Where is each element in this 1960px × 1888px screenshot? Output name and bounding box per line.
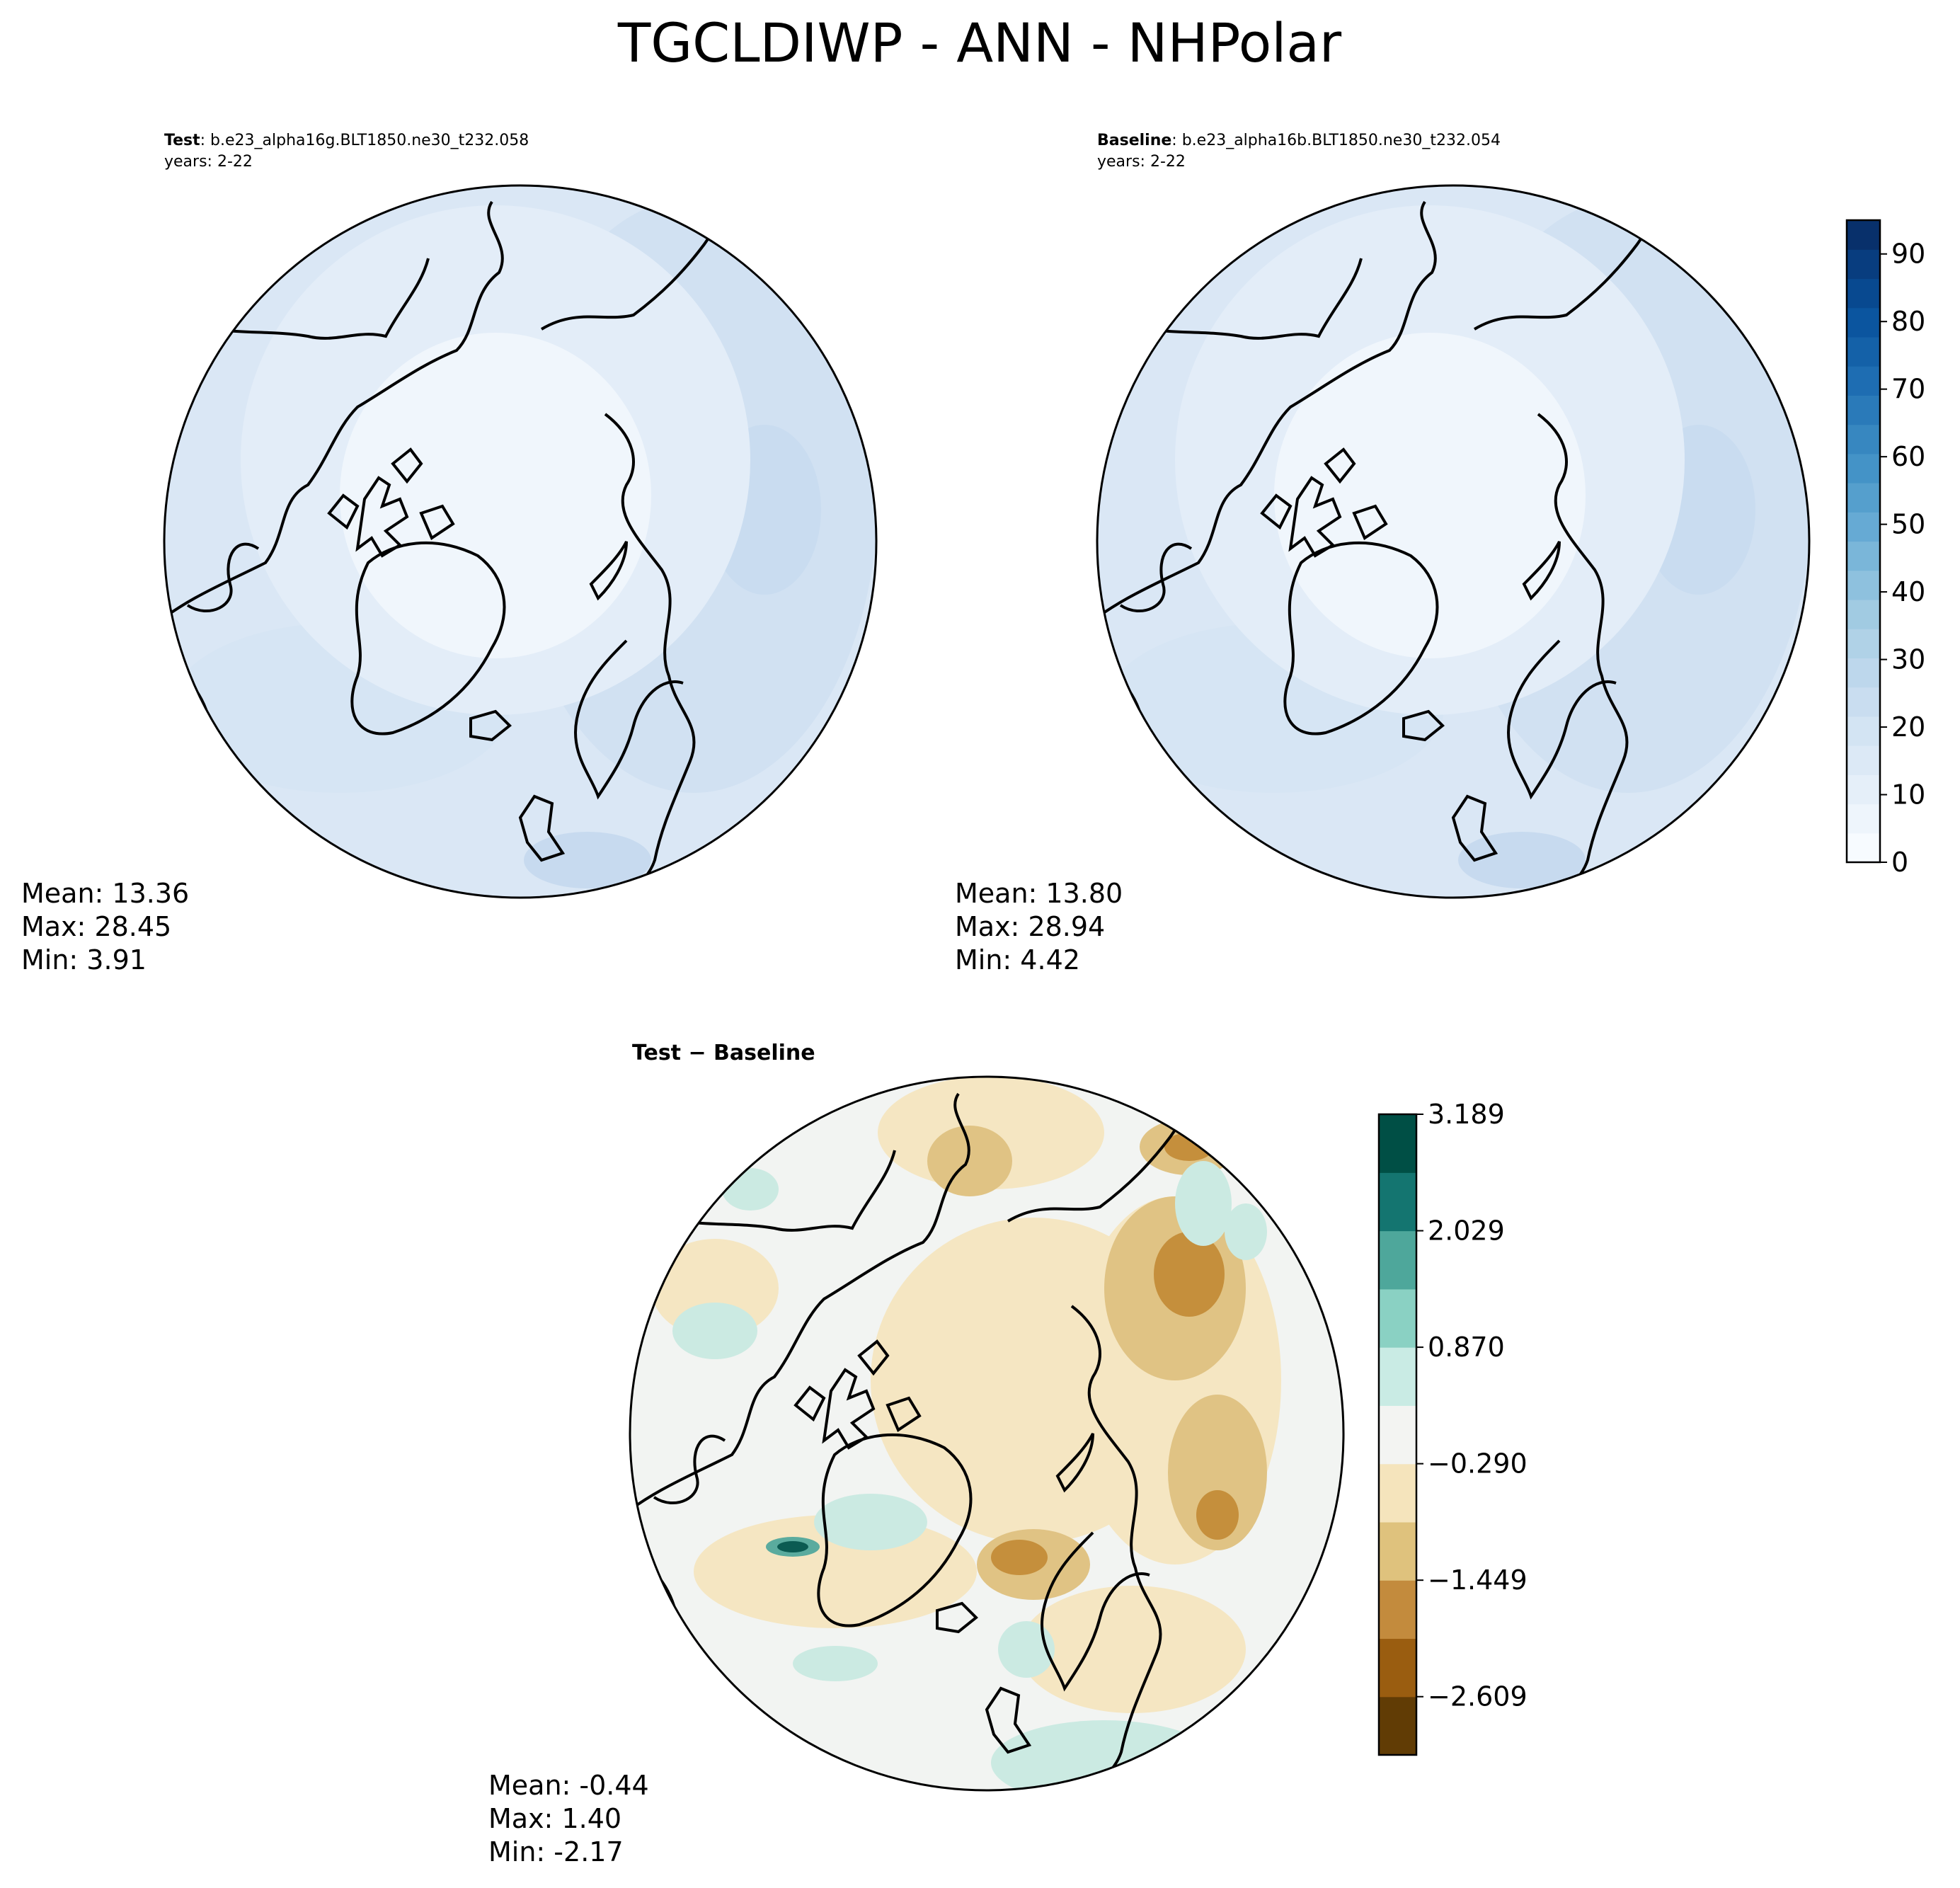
colorbar-field-swatch: [1847, 366, 1880, 396]
map-test-boundary: [163, 184, 878, 899]
colorbar-field-swatch: [1847, 336, 1880, 367]
panel-difference-max: Max: 1.40: [488, 1803, 621, 1834]
colorbar-field-tick-label: 90: [1891, 239, 1925, 270]
colorbar-diff-swatch: [1379, 1580, 1416, 1640]
panel-baseline-mean: Mean: 13.80: [955, 878, 1123, 909]
colorbar-diff-swatch: [1379, 1521, 1416, 1581]
colorbar-diff-tick-label: 2.029: [1428, 1215, 1505, 1247]
figure-title: TGCLDIWP - ANN - NHPolar: [617, 11, 1342, 74]
panel-baseline-min: Min: 4.42: [955, 944, 1080, 976]
colorbar-diff-ticks: 3.189 2.029 0.870 −0.290 −1.449 −2.609: [1416, 1099, 1528, 1712]
colorbar-field-swatch: [1847, 453, 1880, 484]
colorbar-field-swatch: [1847, 833, 1880, 863]
colorbar-field-swatch: [1847, 599, 1880, 629]
colorbar-field-swatch: [1847, 278, 1880, 309]
colorbar-field-swatch: [1847, 220, 1880, 250]
panel-test-max: Max: 28.45: [21, 911, 171, 942]
colorbar-diff: 3.189 2.029 0.870 −0.290 −1.449 −2.609: [1377, 1099, 1528, 1756]
colorbar-field-tick-label: 50: [1891, 509, 1925, 540]
panel-test: Test: b.e23_alpha16g.BLT1850.ne30_t232.0…: [21, 132, 878, 976]
colorbar-field-tick-label: 80: [1891, 306, 1925, 337]
map-difference: [630, 1077, 1343, 1790]
colorbar-diff-swatch: [1379, 1288, 1416, 1348]
colorbar-field-swatch: [1847, 395, 1880, 425]
colorbar-field-swatch: [1847, 716, 1880, 746]
panel-baseline-max: Max: 28.94: [955, 911, 1105, 942]
map-baseline: [1097, 185, 1809, 898]
colorbar-diff-swatch: [1379, 1114, 1416, 1173]
colorbar-field-swatch: [1847, 541, 1880, 571]
colorbar-diff-swatches: [1379, 1114, 1416, 1756]
colorbar-field-swatch: [1847, 570, 1880, 600]
panel-baseline-years: years: 2-22: [1097, 153, 1186, 171]
colorbar-field-tick-label: 60: [1891, 441, 1925, 472]
colorbar-field-tick-label: 30: [1891, 644, 1925, 675]
colorbar-diff-tick-label: 0.870: [1428, 1332, 1505, 1363]
panel-test-label: Test: [164, 132, 200, 149]
panel-test-case: : b.e23_alpha16g.BLT1850.ne30_t232.058: [200, 132, 529, 149]
colorbar-field-swatches: [1847, 220, 1880, 863]
colorbar-diff-frame: [1377, 1113, 1418, 1756]
colorbar-field-swatch: [1847, 483, 1880, 513]
colorbar-field-swatch: [1847, 249, 1880, 280]
colorbar-field-tick-label: 0: [1891, 847, 1908, 878]
panel-baseline-case: : b.e23_alpha16b.BLT1850.ne30_t232.054: [1171, 132, 1501, 149]
panel-baseline-label: Baseline: [1097, 132, 1171, 149]
colorbar-diff-tick-label: −0.290: [1428, 1448, 1528, 1480]
colorbar-field-swatch: [1847, 658, 1880, 688]
colorbar-field-swatch: [1847, 307, 1880, 338]
colorbar-field-swatch: [1847, 745, 1880, 775]
colorbar-field-swatch: [1847, 687, 1880, 717]
colorbar-field-frame: [1845, 219, 1881, 864]
map-difference-boundary: [629, 1075, 1345, 1792]
panel-difference: Test − Baseline: [488, 1041, 1345, 1867]
colorbar-field-tick-label: 20: [1891, 711, 1925, 743]
colorbar-field-swatch: [1847, 803, 1880, 834]
colorbar-diff-swatch: [1379, 1638, 1416, 1698]
colorbar-field-swatch: [1847, 512, 1880, 542]
colorbar-diff-tick-label: −2.609: [1428, 1681, 1528, 1712]
colorbar-field-ticks: 0 10 20 30 40 50 60 70 80 90: [1880, 239, 1925, 878]
panel-baseline: Baseline: b.e23_alpha16b.BLT1850.ne30_t2…: [955, 132, 1811, 976]
panel-baseline-header: Baseline: b.e23_alpha16b.BLT1850.ne30_t2…: [1097, 132, 1501, 149]
panel-test-header: Test: b.e23_alpha16g.BLT1850.ne30_t232.0…: [164, 132, 529, 149]
panel-difference-min: Min: -2.17: [488, 1836, 624, 1867]
colorbar-diff-tick-label: −1.449: [1428, 1564, 1528, 1596]
colorbar-diff-swatch: [1379, 1347, 1416, 1406]
colorbar-field-swatch: [1847, 424, 1880, 454]
colorbar-diff-tick-label: 3.189: [1428, 1099, 1505, 1130]
map-test: [164, 185, 876, 898]
panel-difference-label: Test − Baseline: [632, 1041, 815, 1065]
colorbar-field-tick-label: 40: [1891, 576, 1925, 607]
colorbar-field: 0 10 20 30 40 50 60 70 80 90: [1845, 219, 1925, 878]
colorbar-diff-swatch: [1379, 1463, 1416, 1523]
panel-test-years: years: 2-22: [164, 153, 253, 171]
map-baseline-boundary: [1096, 184, 1811, 899]
colorbar-diff-swatch: [1379, 1696, 1416, 1756]
colorbar-field-swatch: [1847, 774, 1880, 805]
colorbar-field-swatch: [1847, 629, 1880, 659]
colorbar-diff-swatch: [1379, 1230, 1416, 1290]
panel-difference-mean: Mean: -0.44: [488, 1770, 649, 1801]
colorbar-field-tick-label: 70: [1891, 374, 1925, 405]
colorbar-diff-swatch: [1379, 1405, 1416, 1465]
colorbar-diff-swatch: [1379, 1172, 1416, 1232]
panel-test-mean: Mean: 13.36: [21, 878, 189, 909]
panel-test-min: Min: 3.91: [21, 944, 147, 976]
colorbar-field-tick-label: 10: [1891, 779, 1925, 811]
